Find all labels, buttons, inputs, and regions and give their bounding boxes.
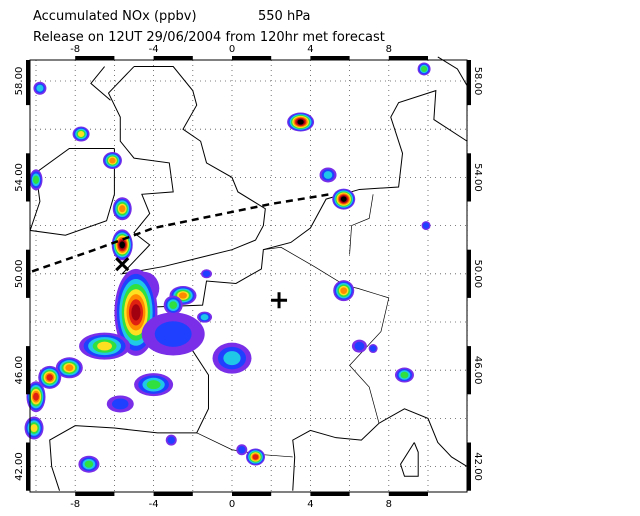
lat-label: 42.00	[472, 452, 483, 481]
lon-label: -8	[70, 499, 80, 510]
border	[349, 194, 374, 255]
lat-label: 50.00	[14, 259, 25, 288]
scale-bar	[467, 249, 471, 298]
scale-bar	[26, 60, 30, 106]
scale-bar	[388, 492, 428, 496]
plume	[202, 270, 211, 277]
scale-bar	[467, 346, 471, 395]
lon-label: -8	[70, 44, 80, 55]
plume	[46, 374, 54, 381]
coastline	[437, 56, 468, 87]
plume	[169, 301, 178, 310]
scale-bar	[232, 492, 272, 496]
plume	[36, 84, 44, 92]
plume	[65, 364, 74, 372]
subtitle: Release on 12UT 29/06/2004 from 120hr me…	[33, 30, 385, 45]
lat-label: 46.00	[14, 356, 25, 385]
border	[263, 246, 390, 424]
release-marker	[115, 257, 130, 272]
plume	[238, 445, 246, 454]
lon-label: -4	[149, 499, 159, 510]
scale-bar	[75, 56, 115, 60]
centre-marker	[271, 292, 288, 309]
plume	[33, 392, 39, 401]
plume	[223, 351, 241, 366]
plume	[154, 321, 192, 347]
lat-label: 54.00	[472, 163, 483, 192]
coastline	[107, 66, 266, 275]
plume	[369, 345, 377, 352]
plume	[421, 65, 428, 72]
scale-bar	[26, 153, 30, 202]
lon-label: 0	[229, 499, 235, 510]
scale-bar	[232, 56, 272, 60]
map-area	[24, 56, 471, 496]
title: Accumulated NOx (ppbv)	[33, 9, 197, 24]
lon-label: -4	[149, 44, 159, 55]
lon-label: 4	[307, 44, 313, 55]
scale-bar	[75, 492, 115, 496]
scale-bar	[388, 56, 428, 60]
lat-label: 42.00	[14, 452, 25, 481]
plume	[179, 292, 187, 299]
scale-bar	[467, 60, 471, 106]
coastline	[90, 66, 111, 101]
coastline	[29, 147, 115, 236]
plume	[340, 287, 348, 295]
scale-bar	[467, 442, 471, 491]
plume	[340, 196, 347, 202]
plume	[111, 398, 129, 410]
lat-label: 58.00	[472, 67, 483, 96]
plume	[119, 241, 125, 249]
lon-label: 0	[229, 44, 235, 55]
lon-label: 8	[386, 499, 392, 510]
scale-bar	[467, 153, 471, 202]
plume	[77, 131, 85, 137]
plume	[30, 424, 38, 432]
plume	[400, 371, 409, 379]
plume	[297, 119, 304, 125]
scale-bar	[26, 249, 30, 298]
lat-label: 54.00	[14, 163, 25, 192]
scale-bar	[310, 492, 350, 496]
scale-bar	[26, 346, 30, 395]
plume	[119, 205, 126, 213]
level: 550 hPa	[258, 9, 310, 24]
trajectory	[31, 193, 331, 273]
coastline	[400, 442, 419, 477]
plume	[167, 436, 176, 444]
coastline	[139, 89, 468, 309]
plume	[323, 171, 333, 179]
scale-bar	[26, 442, 30, 491]
coastline	[292, 408, 468, 491]
lat-label: 50.00	[472, 259, 483, 288]
plume	[131, 304, 141, 321]
plume	[146, 380, 161, 390]
plume	[422, 222, 430, 229]
plume	[97, 341, 112, 351]
plume	[84, 460, 94, 468]
scale-bar	[153, 56, 193, 60]
scale-bar	[153, 492, 193, 496]
plume	[109, 157, 116, 164]
plume	[252, 454, 259, 460]
lat-label: 46.00	[472, 356, 483, 385]
plume	[200, 314, 209, 321]
plume	[354, 341, 365, 351]
lon-label: 4	[307, 499, 313, 510]
scale-bar	[310, 56, 350, 60]
lon-label: 8	[386, 44, 392, 55]
plume	[32, 175, 40, 185]
lat-label: 58.00	[14, 67, 25, 96]
